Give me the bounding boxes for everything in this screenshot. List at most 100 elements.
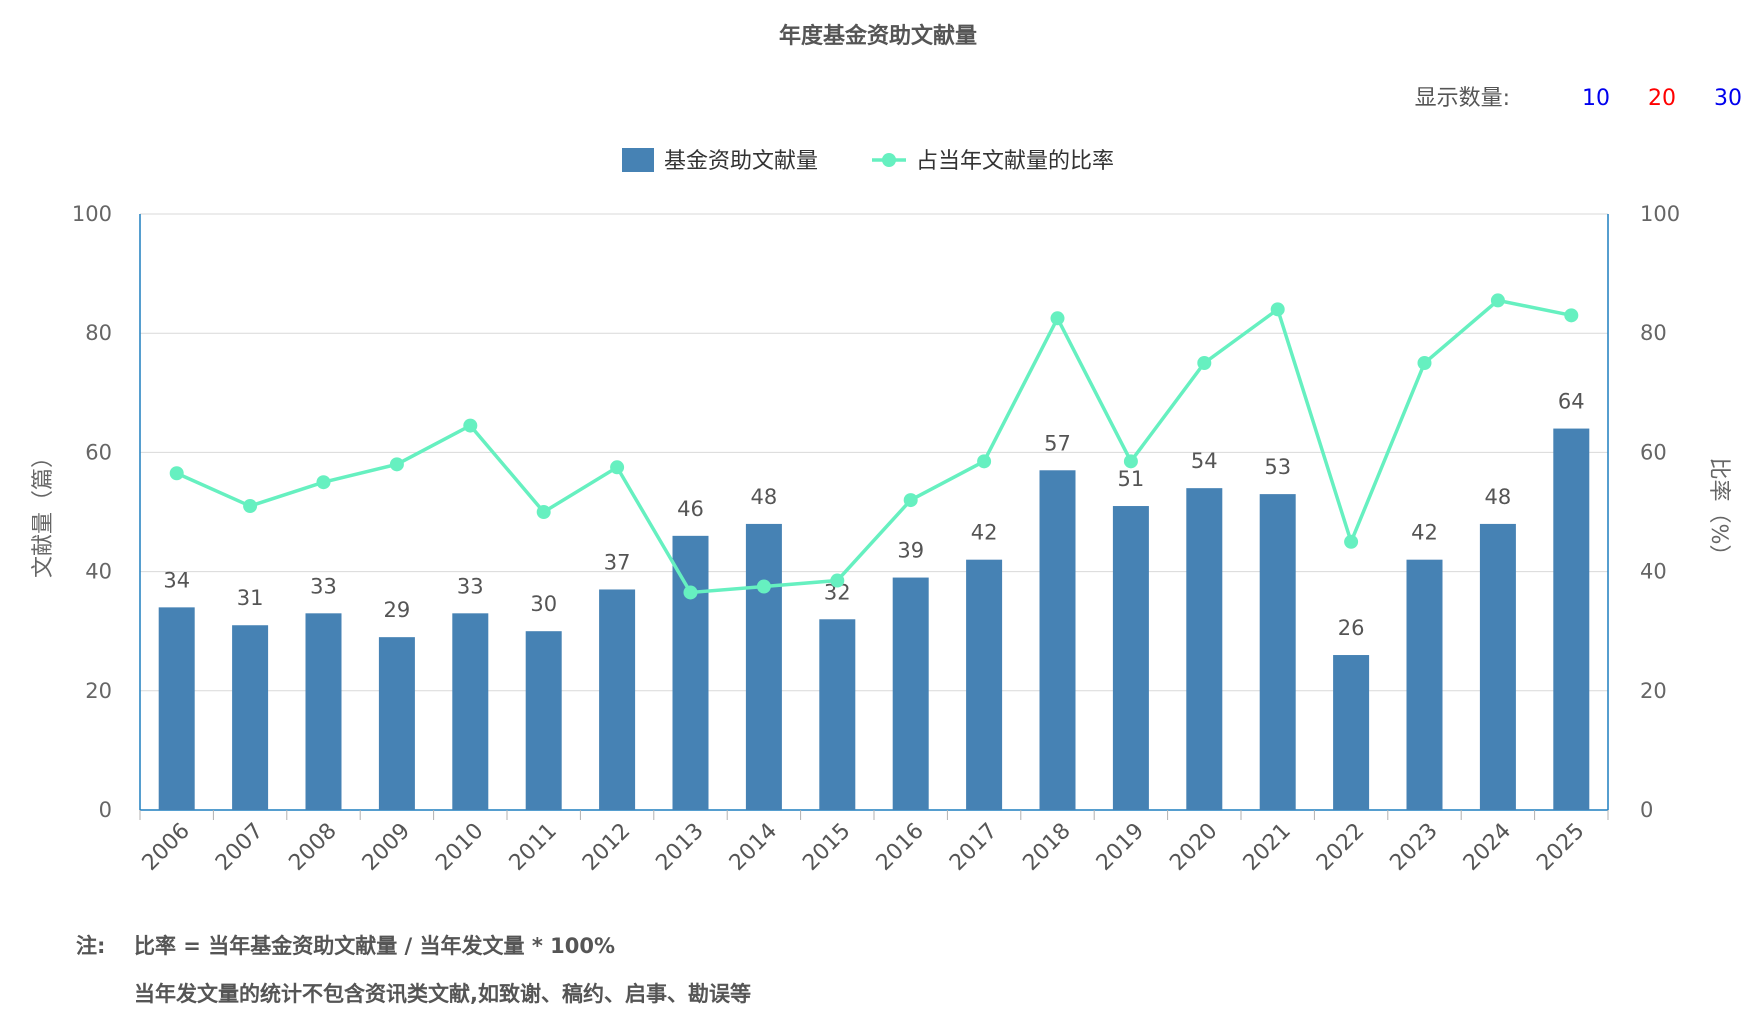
bar-label-2025: 64 — [1558, 390, 1585, 414]
x-tick-label-2023: 2023 — [1385, 819, 1442, 876]
y-tick-label-right: 40 — [1640, 560, 1667, 584]
y-tick-label-right: 80 — [1640, 321, 1667, 345]
bar-2024 — [1479, 523, 1516, 810]
bar-label-2019: 51 — [1118, 467, 1145, 491]
x-tick-label-2017: 2017 — [945, 819, 1002, 876]
notes: 注: 比率 = 当年基金资助文献量 / 当年发文量 * 100% 当年发文量的统计… — [76, 930, 751, 1014]
x-tick-label-2015: 2015 — [798, 819, 855, 876]
ratio-point-2014 — [756, 579, 771, 594]
bar-2021 — [1259, 494, 1296, 810]
ratio-point-2021 — [1270, 302, 1285, 317]
x-tick-label-2013: 2013 — [651, 819, 708, 876]
x-tick-label-2025: 2025 — [1532, 819, 1589, 876]
x-tick-label-2008: 2008 — [284, 819, 341, 876]
display-count-label: 显示数量: — [1414, 86, 1510, 111]
ratio-point-2022 — [1344, 534, 1359, 549]
y-axis-title-right: 比率（%） — [1706, 458, 1731, 567]
y-tick-label-right: 0 — [1640, 798, 1653, 822]
x-tick-label-2012: 2012 — [578, 819, 635, 876]
ratio-point-2024 — [1490, 293, 1505, 308]
bar-2009 — [378, 637, 415, 810]
y-tick-label-left: 40 — [85, 560, 112, 584]
ratio-point-2017 — [977, 454, 992, 469]
ratio-point-2016 — [903, 493, 918, 508]
y-tick-label-left: 0 — [99, 798, 112, 822]
legend-label-bar: 基金资助文献量 — [664, 149, 818, 174]
note-line-1: 注: 比率 = 当年基金资助文献量 / 当年发文量 * 100% — [76, 930, 751, 978]
y-tick-label-right: 20 — [1640, 679, 1667, 703]
x-tick-label-2024: 2024 — [1459, 819, 1516, 876]
y-axis-title-left: 文献量（篇） — [31, 446, 56, 578]
y-tick-label-right: 100 — [1640, 202, 1680, 226]
chart-title: 年度基金资助文献量 — [778, 24, 977, 49]
bar-label-2020: 54 — [1191, 449, 1218, 473]
ratio-point-2009 — [389, 457, 404, 472]
ratio-point-2007 — [243, 499, 258, 514]
bar-2015 — [819, 619, 856, 810]
ratio-point-2011 — [536, 505, 551, 519]
x-tick-label-2006: 2006 — [138, 819, 195, 876]
ratio-point-2006 — [169, 466, 184, 481]
bar-2007 — [232, 625, 269, 810]
y-tick-label-left: 80 — [85, 321, 112, 345]
x-tick-label-2018: 2018 — [1018, 819, 1075, 876]
y-tick-label-left: 20 — [85, 679, 112, 703]
bar-2020 — [1186, 488, 1223, 810]
bar-2010 — [452, 613, 489, 810]
x-tick-label-2009: 2009 — [358, 819, 415, 876]
bar-2017 — [966, 559, 1003, 810]
bar-label-2013: 46 — [677, 497, 704, 521]
bar-2018 — [1039, 470, 1076, 810]
display-count-option-20[interactable]: 20 — [1648, 86, 1676, 111]
bar-label-2022: 26 — [1338, 616, 1365, 640]
bar-2006 — [158, 607, 195, 810]
bar-label-2008: 33 — [310, 574, 337, 598]
bar-label-2018: 57 — [1044, 431, 1071, 455]
legend-swatch-bar — [622, 148, 654, 172]
bar-label-2016: 39 — [897, 539, 924, 563]
display-count-option-10[interactable]: 10 — [1582, 86, 1610, 111]
bar-label-2017: 42 — [971, 521, 998, 545]
ratio-point-2013 — [683, 585, 698, 600]
x-tick-label-2007: 2007 — [211, 819, 268, 876]
bar-label-2007: 31 — [237, 586, 264, 610]
bar-label-2010: 33 — [457, 574, 484, 598]
bar-label-2011: 30 — [530, 592, 557, 616]
ratio-line — [175, 298, 1572, 595]
bar-2019 — [1112, 506, 1149, 810]
bar-2014 — [745, 523, 782, 810]
y-tick-label-right: 60 — [1640, 440, 1667, 464]
bar-label-2012: 37 — [604, 550, 631, 574]
x-tick-label-2014: 2014 — [725, 819, 782, 876]
ratio-point-2019 — [1123, 454, 1138, 469]
bar-label-2006: 34 — [163, 568, 190, 592]
display-count-option-30[interactable]: 30 — [1714, 86, 1742, 111]
bar-2011 — [525, 631, 562, 810]
ratio-point-2018 — [1050, 311, 1065, 326]
x-tick-label-2019: 2019 — [1092, 819, 1149, 876]
bar-2016 — [892, 577, 929, 810]
ratio-point-2010 — [463, 418, 478, 433]
bar-label-2023: 42 — [1411, 521, 1438, 545]
display-count-selector: 显示数量: 10 20 30 — [1415, 80, 1742, 112]
bar-2023 — [1406, 559, 1443, 810]
ratio-point-2023 — [1417, 356, 1432, 370]
bar-label-2009: 29 — [384, 598, 411, 622]
ratio-point-2008 — [316, 475, 331, 490]
ratio-point-2012 — [610, 460, 625, 475]
x-tick-label-2010: 2010 — [431, 819, 488, 876]
bar-2012 — [599, 589, 636, 810]
bar-2008 — [305, 613, 342, 810]
bar-label-2021: 53 — [1264, 455, 1291, 479]
bar-label-2024: 48 — [1485, 485, 1512, 509]
bar-2013 — [672, 535, 709, 810]
x-tick-label-2020: 2020 — [1165, 819, 1222, 876]
bar-label-2014: 48 — [751, 485, 778, 509]
note-exclusion: 当年发文量的统计不包含资讯类文献,如致谢、稿约、启事、勘误等 — [134, 982, 751, 1006]
bar-2022 — [1333, 655, 1370, 810]
legend-swatch-line-marker — [882, 153, 896, 167]
note-ratio-formula: 比率 = 当年基金资助文献量 / 当年发文量 * 100% — [134, 934, 615, 958]
ratio-point-2020 — [1197, 356, 1212, 370]
